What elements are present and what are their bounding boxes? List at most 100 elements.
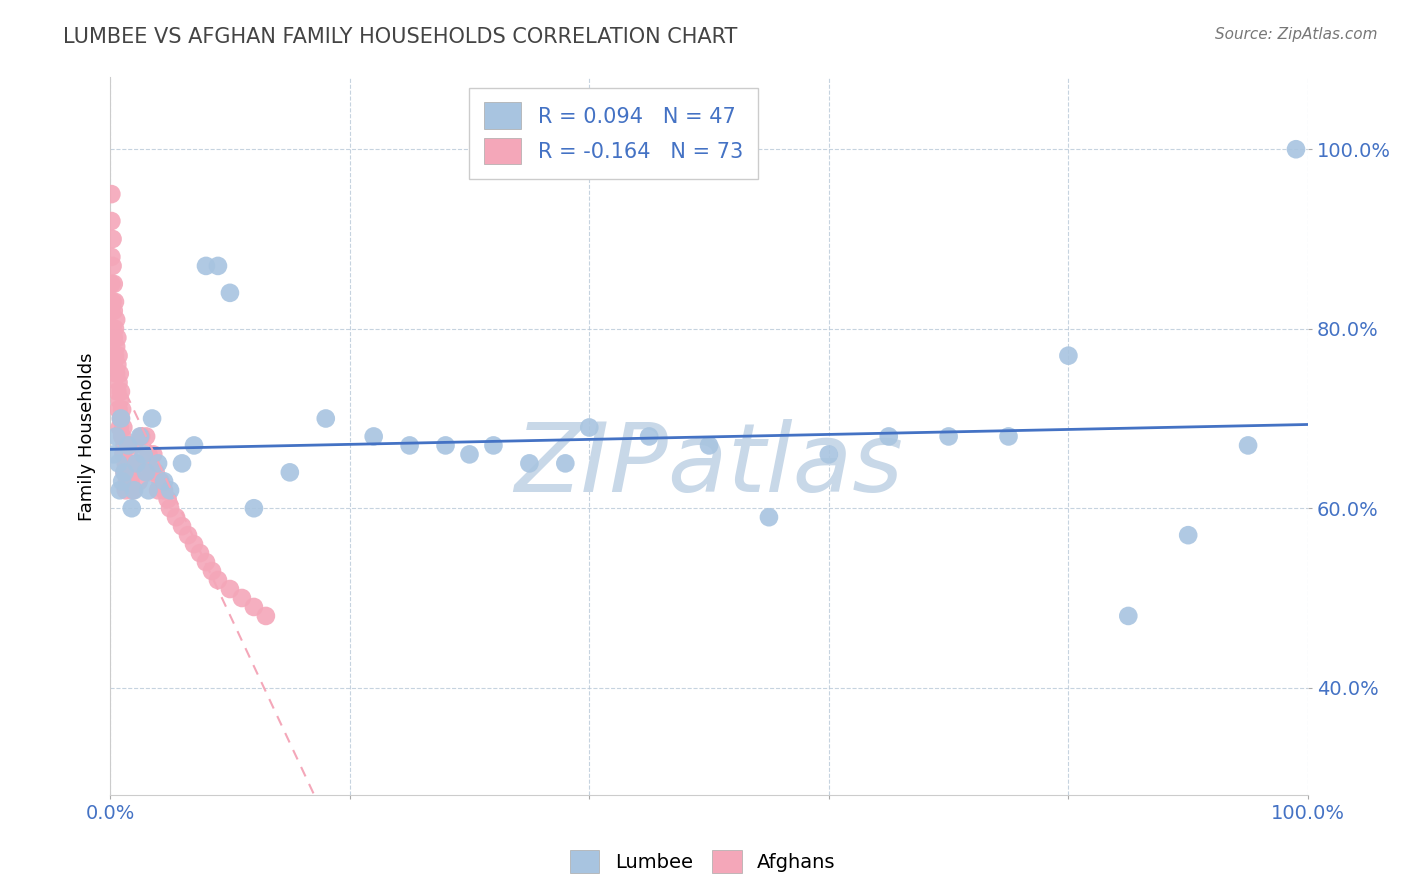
Point — [105, 331, 128, 345]
Point — [104, 322, 127, 336]
Point — [114, 438, 136, 452]
Point — [183, 537, 205, 551]
Point — [100, 303, 122, 318]
Point — [100, 187, 122, 202]
Point — [254, 609, 277, 624]
Point — [818, 447, 841, 461]
Point — [111, 429, 134, 443]
Point — [159, 501, 181, 516]
Point — [697, 438, 720, 452]
Point — [101, 349, 124, 363]
Point — [107, 402, 129, 417]
Point — [117, 438, 139, 452]
Point — [153, 483, 176, 498]
Point — [100, 214, 122, 228]
Point — [638, 429, 661, 443]
Point — [243, 501, 266, 516]
Point — [129, 429, 152, 443]
Point — [1116, 609, 1139, 624]
Point — [107, 349, 129, 363]
Point — [125, 456, 148, 470]
Point — [114, 466, 136, 480]
Point — [146, 456, 169, 470]
Point — [183, 438, 205, 452]
Point — [138, 447, 160, 461]
Point — [103, 277, 125, 291]
Point — [363, 429, 385, 443]
Point — [434, 438, 457, 452]
Point — [121, 501, 143, 516]
Point — [107, 376, 129, 390]
Point — [165, 510, 187, 524]
Point — [110, 411, 132, 425]
Point — [1285, 142, 1308, 156]
Point — [578, 420, 600, 434]
Point — [103, 331, 125, 345]
Point — [101, 232, 124, 246]
Text: ZIPatlas: ZIPatlas — [515, 418, 904, 512]
Point — [103, 447, 125, 461]
Point — [112, 447, 135, 461]
Point — [103, 303, 125, 318]
Point — [1237, 438, 1260, 452]
Point — [105, 429, 128, 443]
Point — [170, 519, 193, 533]
Point — [115, 475, 138, 489]
Point — [117, 466, 139, 480]
Point — [231, 591, 253, 605]
Point — [105, 340, 128, 354]
Point — [105, 312, 128, 326]
Text: Source: ZipAtlas.com: Source: ZipAtlas.com — [1215, 27, 1378, 42]
Point — [877, 429, 900, 443]
Point — [135, 429, 157, 443]
Point — [142, 447, 165, 461]
Point — [108, 420, 131, 434]
Point — [132, 447, 155, 461]
Point — [105, 367, 128, 381]
Point — [100, 250, 122, 264]
Point — [104, 294, 127, 309]
Point — [519, 456, 541, 470]
Point — [111, 475, 134, 489]
Point — [207, 573, 229, 587]
Point — [132, 456, 155, 470]
Point — [278, 466, 301, 480]
Legend: R = 0.094   N = 47, R = -0.164   N = 73: R = 0.094 N = 47, R = -0.164 N = 73 — [470, 87, 758, 179]
Point — [201, 564, 224, 578]
Point — [139, 466, 162, 480]
Point — [156, 492, 179, 507]
Point — [103, 358, 125, 372]
Point — [195, 259, 218, 273]
Point — [101, 322, 124, 336]
Point — [105, 358, 128, 372]
Point — [111, 402, 134, 417]
Point — [118, 456, 141, 470]
Point — [100, 277, 122, 291]
Point — [145, 466, 167, 480]
Text: LUMBEE VS AFGHAN FAMILY HOUSEHOLDS CORRELATION CHART: LUMBEE VS AFGHAN FAMILY HOUSEHOLDS CORRE… — [63, 27, 738, 46]
Point — [188, 546, 211, 560]
Point — [141, 411, 163, 425]
Point — [125, 456, 148, 470]
Point — [153, 475, 176, 489]
Point — [104, 349, 127, 363]
Point — [758, 510, 780, 524]
Legend: Lumbee, Afghans: Lumbee, Afghans — [561, 840, 845, 882]
Point — [554, 456, 576, 470]
Point — [243, 599, 266, 614]
Point — [149, 475, 172, 489]
Point — [114, 456, 136, 470]
Point — [207, 259, 229, 273]
Y-axis label: Family Households: Family Households — [79, 352, 96, 521]
Point — [315, 411, 337, 425]
Point — [122, 483, 145, 498]
Point — [997, 429, 1019, 443]
Point — [107, 456, 129, 470]
Point — [121, 466, 143, 480]
Point — [138, 483, 160, 498]
Point — [170, 456, 193, 470]
Point — [177, 528, 200, 542]
Point — [108, 367, 131, 381]
Point — [219, 582, 242, 596]
Point — [159, 483, 181, 498]
